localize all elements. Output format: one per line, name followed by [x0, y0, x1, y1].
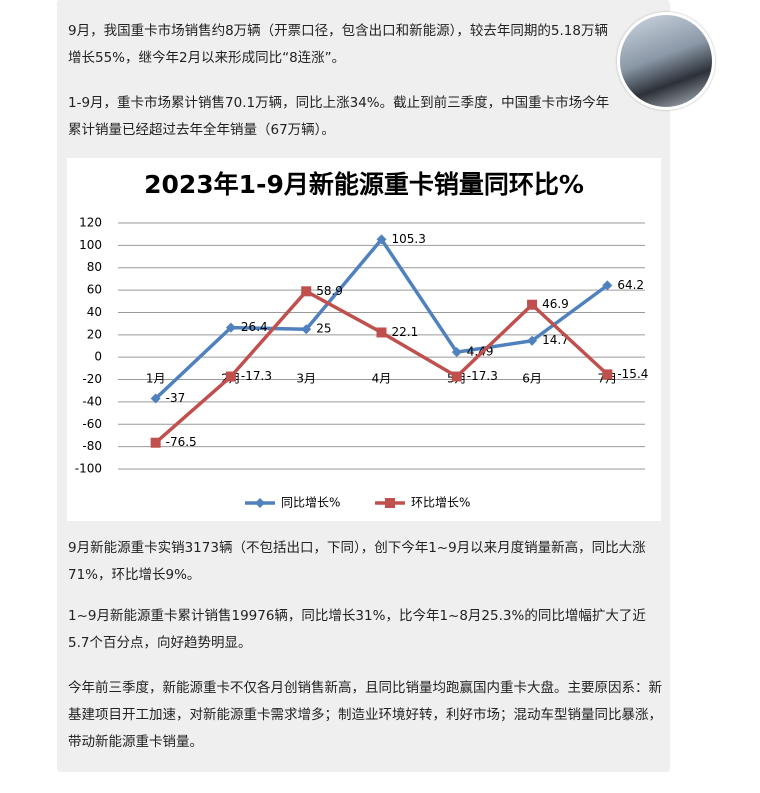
data-label: 25: [316, 322, 331, 336]
marker: [602, 280, 613, 291]
x-tick-label: 3月: [296, 372, 316, 386]
data-label: -17.3: [467, 369, 498, 383]
data-label: 58.9: [316, 284, 343, 298]
y-tick-label: 120: [79, 216, 102, 230]
y-tick-label: 20: [87, 327, 102, 341]
paragraph: 9月新能源重卡实销3173辆（不包括出口，下同），创下今年1~9月以来月度销量新…: [68, 540, 646, 583]
y-tick-label: 0: [94, 350, 102, 364]
marker: [225, 371, 236, 382]
paragraph: 9月，我国重卡市场销售约8万辆（开票口径，包含出口和新能源），较去年同期的5.1…: [68, 23, 608, 66]
y-tick-label: -40: [82, 394, 102, 408]
chart-title: 2023年1-9月新能源重卡销量同环比%: [144, 170, 584, 199]
y-tick-label: 100: [79, 238, 102, 252]
marker: [451, 347, 462, 358]
marker: [527, 299, 538, 310]
data-label: 46.9: [542, 297, 569, 311]
marker: [225, 322, 236, 333]
marker: [602, 369, 613, 380]
marker: [301, 286, 312, 297]
data-label: 26.4: [241, 320, 268, 334]
marker: [255, 498, 265, 508]
data-label: -37: [166, 391, 186, 405]
y-tick-label: 60: [87, 283, 102, 297]
paragraph: 1-9月，重卡市场累计销售70.1万辆，同比上涨34%。截止到前三季度，中国重卡…: [68, 95, 610, 138]
marker: [451, 371, 462, 382]
y-tick-label: -80: [82, 439, 102, 453]
marker: [150, 393, 161, 404]
data-label: 14.7: [542, 333, 569, 347]
data-label: -76.5: [166, 435, 197, 449]
chart: 2023年1-9月新能源重卡销量同环比% -100 -80 -60 -40 -20 0 20…: [67, 158, 661, 521]
y-tick-label: 80: [87, 260, 102, 274]
y-tick-label: -20: [82, 372, 102, 386]
marker: [150, 437, 161, 448]
marker: [385, 498, 395, 508]
chart-background: [67, 158, 661, 521]
marker: [527, 335, 538, 346]
y-tick-label: -60: [82, 417, 102, 431]
paragraph: 今年前三季度，新能源重卡不仅各月创销售新高，且同比销量均跑赢国内重卡大盘。主要原…: [68, 680, 662, 750]
data-label: -15.4: [617, 367, 648, 381]
avatar[interactable]: [617, 12, 715, 110]
x-tick-label: 6月: [522, 372, 542, 386]
legend-label: 同比增长%: [281, 496, 340, 510]
data-label: -17.3: [241, 369, 272, 383]
legend-label: 环比增长%: [411, 496, 470, 510]
paragraph: 1~9月新能源重卡累计销售19976辆，同比增长31%，比今年1~8月25.3%…: [68, 608, 646, 651]
data-label: 22.1: [392, 325, 419, 339]
marker: [376, 327, 387, 338]
y-tick-label: -100: [75, 462, 102, 476]
x-tick-label: 4月: [372, 372, 392, 386]
marker: [376, 234, 387, 245]
y-tick-label: 40: [87, 305, 102, 319]
data-label: 64.2: [617, 278, 644, 292]
data-label: 105.3: [392, 232, 426, 246]
x-tick-label: 1月: [146, 372, 166, 386]
marker: [301, 324, 312, 335]
